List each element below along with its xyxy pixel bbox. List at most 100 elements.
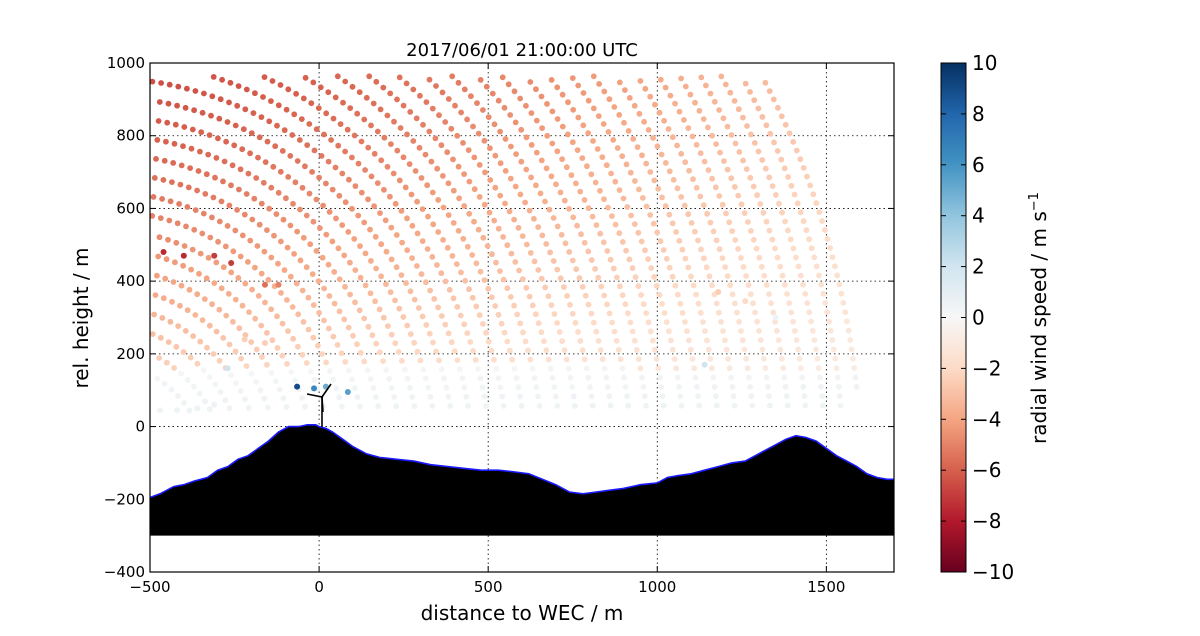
scan-point <box>645 256 651 262</box>
scan-point <box>384 112 391 119</box>
scan-point <box>704 337 710 344</box>
scan-point <box>668 337 674 344</box>
scan-point <box>315 278 322 285</box>
scan-point <box>373 265 379 272</box>
scan-point <box>432 135 439 142</box>
scan-point <box>662 84 669 91</box>
scan-point <box>159 315 166 321</box>
scan-point <box>239 146 246 153</box>
scan-point <box>666 264 673 271</box>
scan-point <box>707 90 714 97</box>
scan-point <box>672 100 678 107</box>
scan-point <box>609 213 615 220</box>
scan-point <box>639 195 646 201</box>
scan-point <box>245 404 252 411</box>
scan-point <box>818 281 825 288</box>
scan-point <box>470 123 476 130</box>
scan-point <box>488 294 495 301</box>
scan-point <box>419 313 426 320</box>
scan-point <box>549 140 556 147</box>
scan-point <box>567 374 574 381</box>
scan-point <box>336 394 343 401</box>
scan-point <box>511 216 517 223</box>
scan-point <box>275 102 282 109</box>
scan-point <box>354 394 361 401</box>
scan-point <box>284 360 290 367</box>
scan-point <box>450 187 457 194</box>
scan-point <box>550 215 557 221</box>
scan-point <box>797 209 804 216</box>
scan-point <box>588 310 595 317</box>
scan-point <box>306 190 313 197</box>
scan-point <box>466 286 472 293</box>
scan-point <box>308 100 315 107</box>
scan-point <box>300 95 307 102</box>
scan-point <box>454 304 461 310</box>
scan-point <box>631 221 638 228</box>
scan-point <box>319 254 326 261</box>
scan-point <box>778 355 785 362</box>
scan-point <box>662 203 669 209</box>
isolated-point <box>772 314 779 321</box>
scan-point <box>201 296 208 302</box>
scan-point <box>605 129 612 135</box>
scan-point <box>242 280 249 287</box>
scan-point <box>647 93 654 100</box>
scan-point <box>476 312 483 318</box>
scan-point <box>340 99 346 106</box>
scan-point <box>751 140 758 146</box>
scan-point <box>216 115 223 122</box>
isolated-point <box>261 339 268 346</box>
scan-point <box>476 194 483 200</box>
scan-point <box>281 267 288 273</box>
scan-point <box>209 93 216 100</box>
scan-point <box>701 158 708 165</box>
scan-point <box>645 319 652 326</box>
scan-point <box>553 181 559 188</box>
scan-point <box>388 256 395 263</box>
scan-point <box>585 374 592 381</box>
scan-point <box>508 250 515 257</box>
scan-point <box>657 238 664 245</box>
scan-point <box>206 374 213 381</box>
scan-point <box>333 215 339 222</box>
scan-point <box>194 360 201 367</box>
scan-point <box>194 187 201 194</box>
scan-point <box>222 243 229 250</box>
scan-point <box>307 368 314 375</box>
scan-point <box>763 218 770 225</box>
scan-point <box>579 347 586 353</box>
scan-point <box>775 104 781 111</box>
scan-point <box>317 225 323 232</box>
scan-point <box>355 212 362 219</box>
scan-point <box>237 253 244 260</box>
scan-point <box>161 157 168 164</box>
scan-point <box>461 321 468 328</box>
scan-point <box>660 247 667 253</box>
scan-point <box>407 288 414 295</box>
scan-point <box>331 269 338 275</box>
scan-point <box>692 228 698 235</box>
scan-point <box>748 131 754 138</box>
scan-point <box>176 201 183 207</box>
scan-point <box>743 166 750 173</box>
scan-point <box>499 393 506 400</box>
scan-point <box>368 122 374 129</box>
scan-point <box>426 330 433 337</box>
scan-point <box>729 291 736 298</box>
scan-point <box>469 294 476 301</box>
scan-point <box>252 315 259 322</box>
scan-point <box>258 114 265 120</box>
scan-point <box>241 211 248 218</box>
scan-point <box>418 175 425 181</box>
scan-point <box>268 254 275 261</box>
scan-point <box>334 73 341 80</box>
scan-point <box>829 337 836 343</box>
scan-point <box>220 264 227 271</box>
scan-point <box>163 359 170 366</box>
scan-point <box>700 116 707 122</box>
scan-point <box>724 273 731 279</box>
scan-point <box>788 309 795 316</box>
scan-point <box>702 328 708 334</box>
chart-title: 2017/06/01 21:00:00 UTC <box>406 40 638 61</box>
